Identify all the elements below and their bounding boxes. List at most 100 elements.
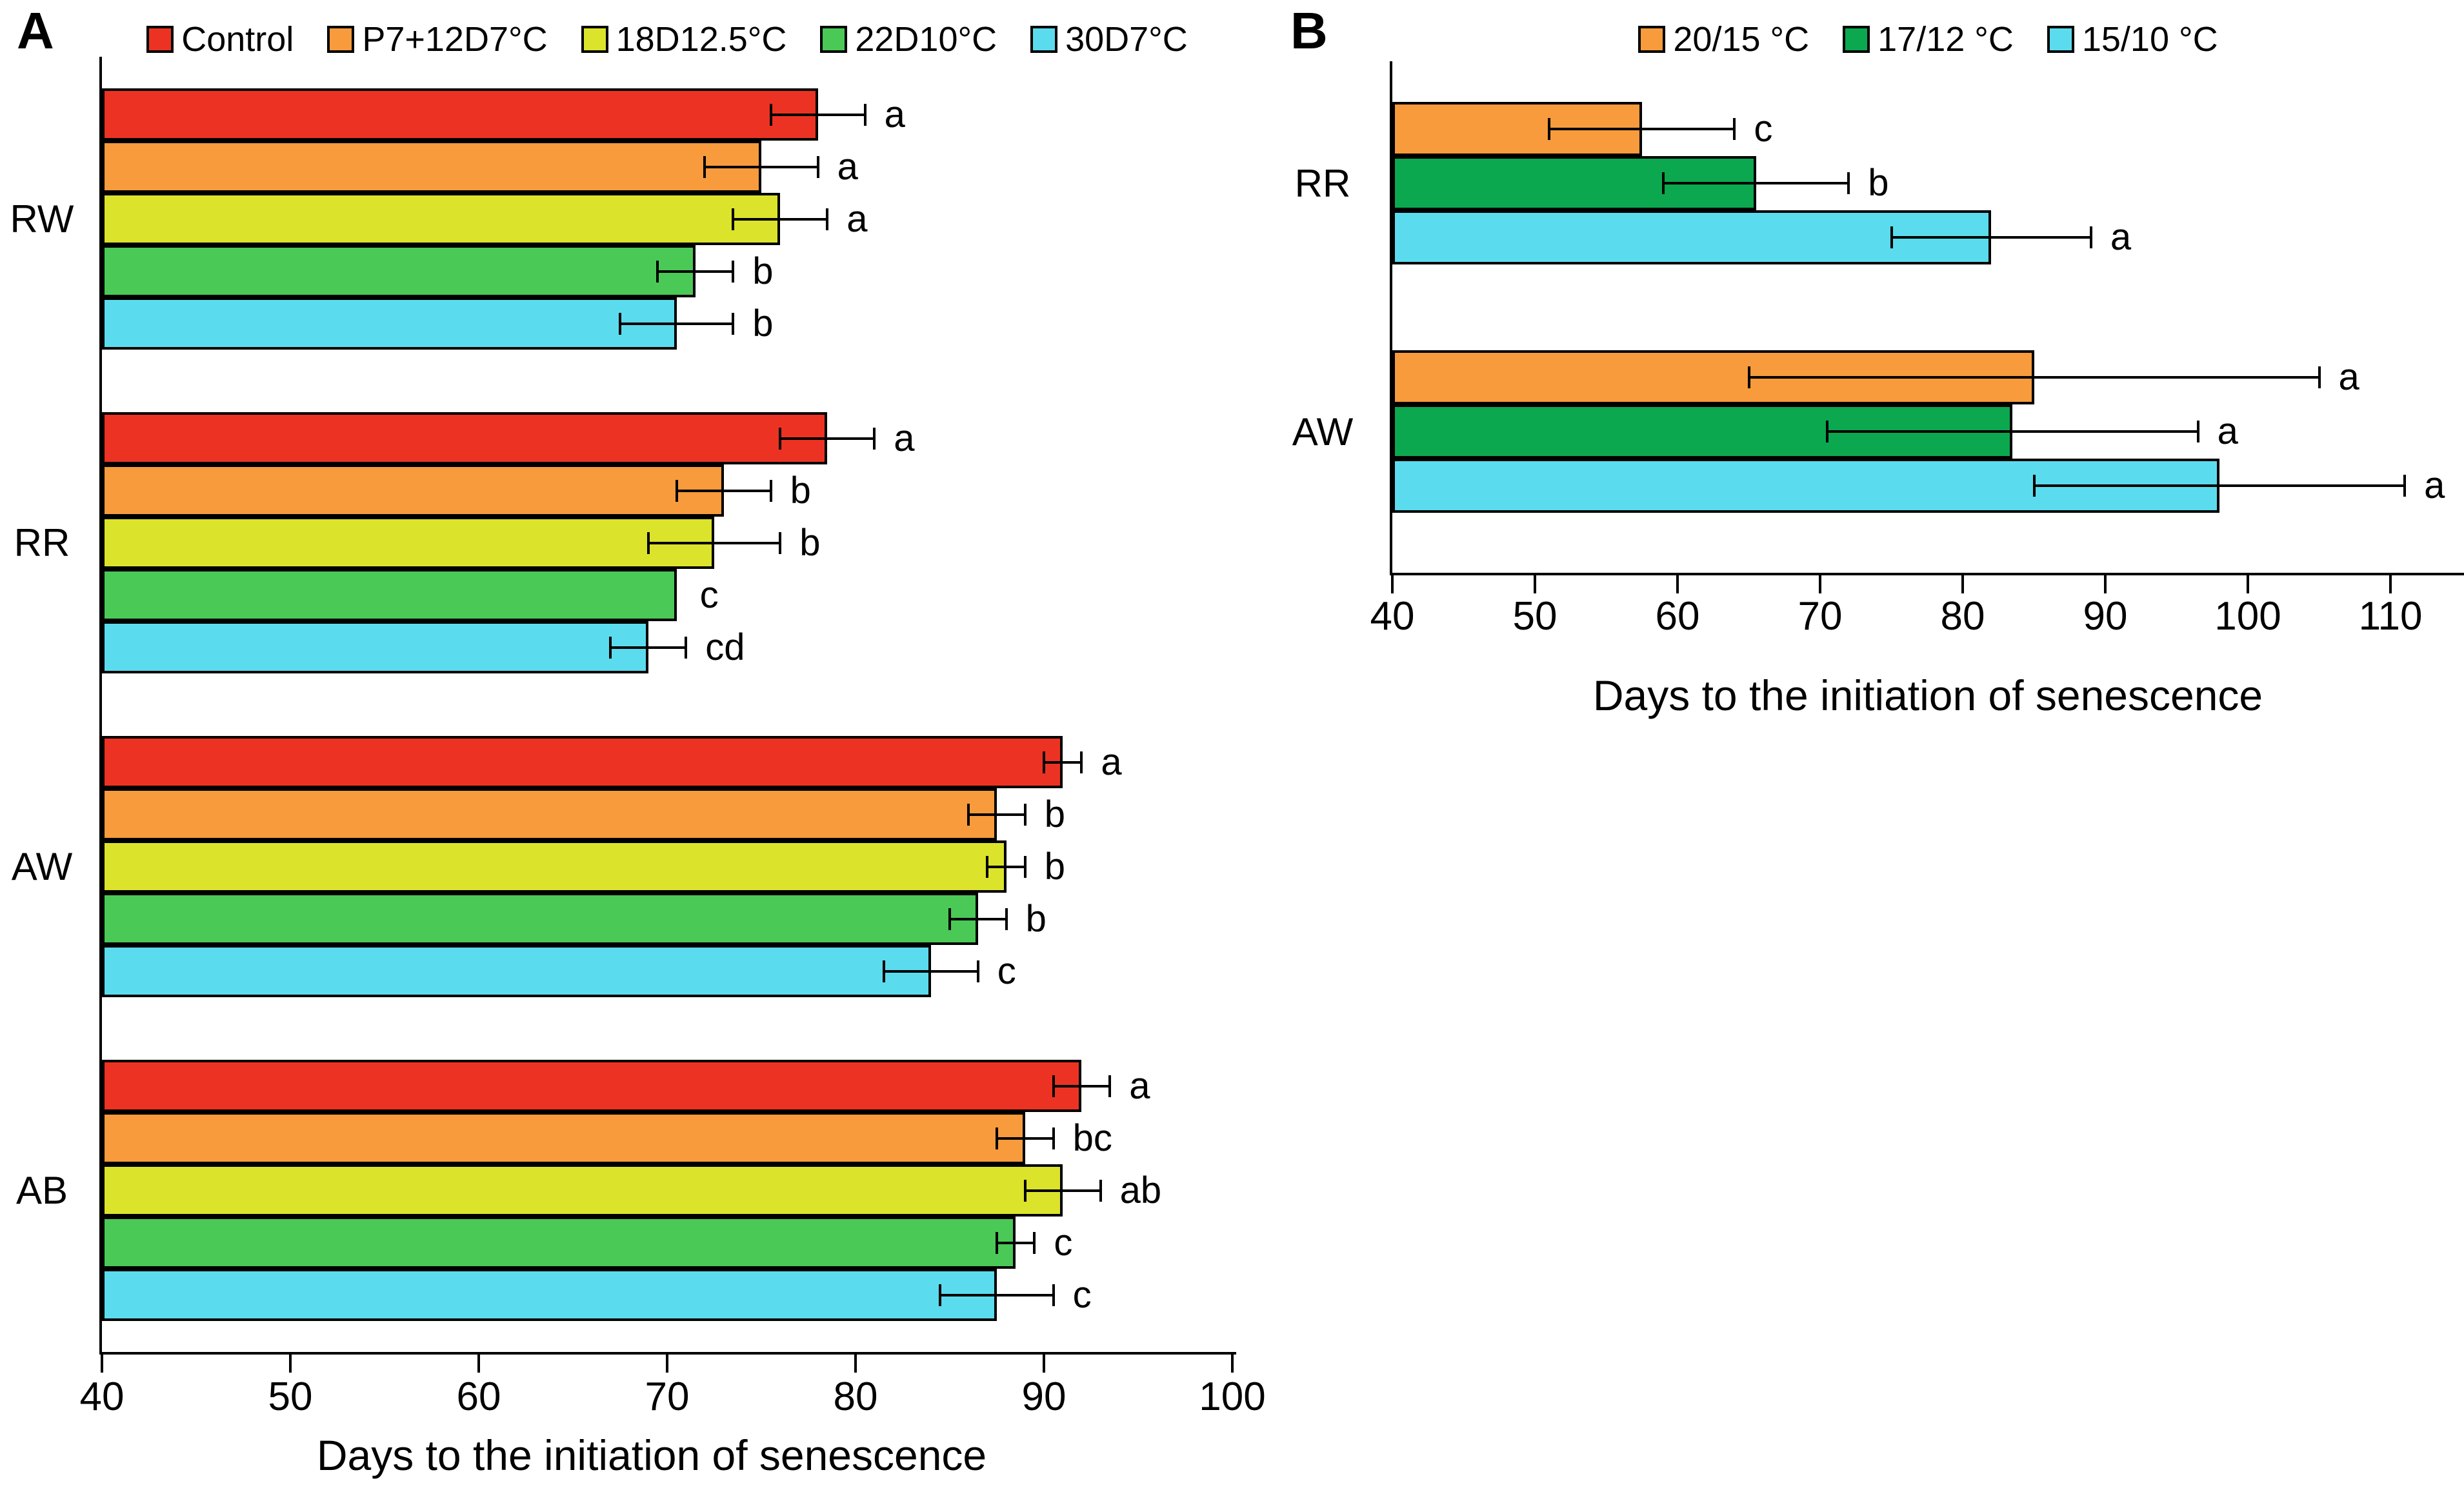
error-bar — [620, 322, 734, 325]
error-bar-cap-left — [769, 103, 772, 126]
error-bar — [1053, 1084, 1110, 1088]
y-axis-line — [99, 57, 102, 1355]
error-bar — [1891, 236, 2091, 239]
error-bar-cap-left — [1826, 421, 1829, 442]
legend-item: Control — [146, 19, 294, 59]
bar-rr-3 — [1392, 210, 1992, 264]
significance-letter: c — [1054, 1221, 1073, 1264]
error-bar — [733, 217, 828, 221]
error-bar-cap-right — [779, 531, 782, 554]
error-bar — [610, 646, 686, 649]
legend-label: 20/15 °C — [1673, 20, 1810, 59]
error-bar-cap-left — [1890, 226, 1893, 248]
error-bar-cap-left — [609, 636, 612, 659]
error-bar-cap-left — [1747, 366, 1750, 388]
error-bar-cap-left — [1548, 118, 1551, 140]
x-axis-title-panel-b: Days to the initiation of senescence — [1592, 671, 2263, 719]
category-label-aw: AW — [11, 845, 73, 888]
error-bar-cap-right — [685, 636, 688, 659]
x-tick-label: 110 — [2358, 594, 2423, 639]
error-bar-cap-right — [1023, 855, 1027, 878]
error-bar — [1663, 182, 1849, 184]
x-tick-label: 50 — [268, 1375, 313, 1419]
x-tick — [1819, 575, 1821, 593]
error-bar-cap-right — [1052, 1127, 1055, 1149]
error-bar-cap-right — [2318, 366, 2321, 388]
error-bar-cap-right — [2403, 475, 2407, 497]
error-bar — [648, 541, 781, 544]
error-bar — [1549, 128, 1735, 130]
legend-panel-b: 20/15 °C 17/12 °C 15/10 °C — [1392, 19, 2464, 59]
bar-aw-2 — [102, 788, 997, 840]
error-bar-cap-left — [646, 531, 650, 554]
legend-item: P7+12D7°C — [327, 19, 548, 59]
bar-ab-4 — [102, 1217, 1016, 1269]
bar-ab-2 — [102, 1112, 1025, 1164]
error-bar-cap-right — [976, 960, 979, 982]
error-bar-cap-right — [732, 260, 735, 283]
x-tick-label: 80 — [833, 1375, 878, 1419]
error-bar-cap-left — [1043, 751, 1045, 773]
error-bar-cap-left — [779, 427, 782, 450]
error-bar-cap-right — [2196, 421, 2199, 442]
x-axis-line — [99, 1352, 1236, 1355]
bar-rw-1 — [102, 88, 818, 141]
legend-label: 30D7°C — [1065, 20, 1188, 59]
error-bar-cap-right — [816, 155, 819, 178]
bar-rr-4 — [102, 569, 677, 621]
error-bar — [997, 1241, 1035, 1244]
error-bar — [657, 270, 734, 273]
error-bar-cap-right — [1080, 751, 1083, 773]
error-bar-cap-left — [939, 1284, 942, 1306]
x-tick — [1676, 575, 1679, 593]
legend-item: 17/12 °C — [1843, 19, 2014, 59]
x-tick-label: 50 — [1512, 594, 1558, 639]
bar-rr-2 — [102, 464, 724, 517]
legend-swatch — [1030, 26, 1058, 53]
error-bar-cap-right — [863, 103, 866, 126]
bar-rr-1 — [102, 412, 828, 464]
error-bar-cap-left — [732, 208, 735, 230]
legend-panel-a: Control P7+12D7°C 18D12.5°C 22D10°C 30D7°C — [102, 19, 1232, 59]
error-bar-cap-left — [948, 908, 951, 930]
error-bar — [1025, 1189, 1101, 1192]
bar-aw-5 — [102, 945, 931, 997]
error-bar-cap-left — [1052, 1075, 1055, 1097]
bar-rr-5 — [102, 621, 648, 673]
legend-item: 20/15 °C — [1638, 19, 1809, 59]
bar-aw-4 — [102, 893, 978, 945]
bar-rw-4 — [102, 245, 696, 297]
legend-swatch — [2047, 26, 2074, 53]
bar-aw-1 — [102, 736, 1063, 788]
legend-label: 17/12 °C — [1878, 20, 2014, 59]
error-bar-cap-right — [1733, 118, 1736, 140]
significance-letter: a — [894, 417, 915, 459]
significance-letter: b — [1044, 845, 1066, 888]
significance-letter: c — [1754, 108, 1773, 150]
x-tick — [1231, 1355, 1234, 1373]
x-tick — [2247, 575, 2249, 593]
legend-swatch — [327, 26, 355, 53]
x-tick-label: 90 — [2083, 594, 2128, 639]
error-bar-cap-left — [2032, 475, 2036, 497]
x-axis-line — [1390, 573, 2464, 575]
x-tick-label: 90 — [1021, 1375, 1067, 1419]
category-label-rr: RR — [14, 521, 70, 564]
legend-item: 18D12.5°C — [581, 19, 787, 59]
x-tick — [666, 1355, 668, 1373]
legend-label: 18D12.5°C — [616, 20, 787, 59]
bar-ab-1 — [102, 1060, 1082, 1112]
error-bar-cap-left — [967, 803, 970, 826]
x-tick — [1391, 575, 1394, 593]
significance-letter: cd — [705, 626, 745, 668]
error-bar-cap-right — [826, 208, 829, 230]
error-bar-cap-right — [873, 427, 876, 450]
error-bar-cap-left — [619, 312, 621, 335]
error-bar — [950, 917, 1007, 920]
x-tick-label: 40 — [1370, 594, 1415, 639]
x-tick-label: 60 — [456, 1375, 501, 1419]
significance-letter: a — [884, 93, 905, 135]
x-tick — [1961, 575, 1964, 593]
error-bar — [1748, 376, 2319, 379]
error-bar-cap-right — [1033, 1231, 1036, 1254]
